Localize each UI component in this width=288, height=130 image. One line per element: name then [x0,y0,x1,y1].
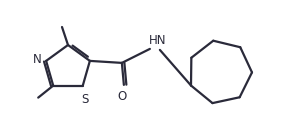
Text: HN: HN [149,34,166,47]
Text: N: N [32,53,41,66]
Text: O: O [117,90,126,103]
Text: S: S [81,93,88,106]
